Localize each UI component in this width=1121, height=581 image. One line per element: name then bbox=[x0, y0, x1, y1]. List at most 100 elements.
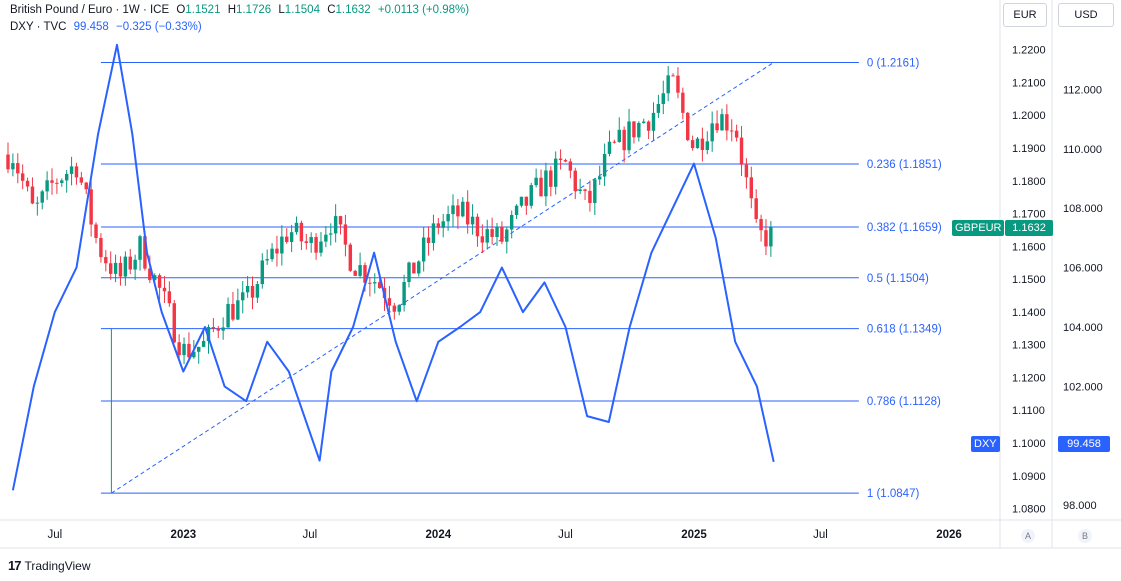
fib-trendline bbox=[111, 62, 774, 494]
fib-level-label: 0.618 (1.1349) bbox=[867, 324, 942, 336]
candle-body bbox=[588, 190, 592, 203]
left-unit-button[interactable]: EUR bbox=[1003, 3, 1047, 27]
candle-body bbox=[661, 93, 665, 104]
time-axis-tick-label: 2025 bbox=[681, 529, 707, 541]
candle-body bbox=[514, 205, 519, 215]
candle-body bbox=[69, 166, 74, 174]
candle-body bbox=[333, 216, 338, 234]
candle-body bbox=[368, 282, 372, 284]
candle-body bbox=[319, 241, 323, 253]
candle-body bbox=[123, 256, 128, 277]
right-axis-tick-label: 98.000 bbox=[1063, 500, 1097, 512]
candle-body bbox=[99, 237, 103, 258]
candle-body bbox=[11, 163, 15, 170]
time-axis-tick-label: Jul bbox=[558, 529, 573, 541]
fib-level-label: 0.5 (1.1504) bbox=[867, 273, 929, 285]
fib-level-label: 0 (1.2161) bbox=[867, 57, 920, 69]
candle-body bbox=[436, 223, 441, 228]
candle-body bbox=[206, 326, 211, 342]
candle-body bbox=[597, 176, 602, 180]
candle-body bbox=[172, 303, 176, 343]
candle-body bbox=[377, 282, 382, 289]
candle-body bbox=[260, 260, 264, 285]
candle-body bbox=[495, 226, 499, 238]
candle-body bbox=[769, 227, 773, 247]
candle-body bbox=[167, 291, 172, 304]
candle-body bbox=[289, 232, 294, 242]
candle-body bbox=[74, 166, 79, 178]
candle-body bbox=[681, 92, 685, 113]
candle-body bbox=[705, 141, 710, 151]
left-axis-tick-label: 1.1900 bbox=[1012, 143, 1046, 155]
candle-body bbox=[676, 75, 680, 93]
candle-body bbox=[632, 121, 636, 138]
candle-body bbox=[133, 259, 137, 270]
candle-body bbox=[421, 237, 426, 262]
candle-body bbox=[563, 160, 568, 162]
candle-body bbox=[593, 179, 597, 203]
candle-body bbox=[470, 216, 475, 225]
candle-body bbox=[686, 112, 690, 141]
candle-body bbox=[343, 224, 348, 245]
gbpeur-label-badge: GBPEUR bbox=[952, 220, 1005, 236]
candle-body bbox=[250, 286, 255, 298]
candle-body bbox=[84, 182, 88, 190]
candle-body bbox=[245, 286, 250, 293]
auto-scale-button[interactable]: A bbox=[1021, 529, 1035, 543]
candle-body bbox=[544, 170, 548, 197]
candle-body bbox=[94, 224, 98, 238]
left-axis-tick-label: 1.1300 bbox=[1012, 340, 1046, 352]
candle-body bbox=[720, 114, 724, 131]
dxy-line bbox=[11, 43, 775, 491]
candle-body bbox=[475, 216, 480, 237]
right-unit-button[interactable]: USD bbox=[1058, 3, 1114, 27]
legend-high: 1.1726 bbox=[236, 4, 272, 16]
right-axis-tick-label: 112.000 bbox=[1063, 84, 1102, 96]
trendline-layer bbox=[110, 62, 774, 494]
log-scale-button[interactable]: B bbox=[1078, 529, 1092, 543]
candle-body bbox=[60, 180, 64, 183]
candle-body bbox=[456, 205, 460, 217]
candle-body bbox=[754, 198, 758, 220]
time-axis-tick-label: 2024 bbox=[426, 529, 452, 541]
candle-body bbox=[79, 177, 84, 183]
candle-body bbox=[622, 129, 626, 151]
legend-dxy-change: −0.325 (−0.33%) bbox=[116, 21, 202, 33]
candle-body bbox=[177, 342, 181, 356]
left-axis-tick-label: 1.1200 bbox=[1012, 372, 1046, 384]
candle-body bbox=[549, 170, 553, 187]
left-axis-tick-label: 1.1400 bbox=[1012, 307, 1046, 319]
legend-change: +0.0113 (+0.98%) bbox=[377, 4, 470, 16]
time-axis-tick-label: Jul bbox=[813, 529, 828, 541]
left-axis-tick-label: 1.1700 bbox=[1012, 209, 1046, 221]
candle-body bbox=[739, 137, 744, 165]
candle-body bbox=[45, 180, 49, 192]
candle-body bbox=[690, 140, 695, 149]
candle-body bbox=[412, 262, 416, 274]
candle-body bbox=[700, 138, 705, 151]
candle-body bbox=[285, 236, 289, 242]
candle-body bbox=[519, 196, 524, 206]
candle-body bbox=[211, 326, 216, 329]
legend-close-label: C bbox=[327, 4, 336, 16]
candle-body bbox=[715, 123, 719, 131]
candle-body bbox=[417, 261, 421, 274]
candle-body bbox=[646, 121, 651, 131]
tradingview-logo[interactable]: 17 TradingView bbox=[8, 558, 91, 573]
candle-body bbox=[500, 226, 504, 242]
candle-body bbox=[558, 158, 563, 161]
left-axis-tick-label: 1.2200 bbox=[1012, 45, 1046, 57]
candle-body bbox=[143, 236, 147, 269]
candle-body bbox=[157, 275, 162, 288]
candle-body bbox=[236, 300, 240, 320]
candle-body bbox=[280, 236, 284, 254]
candle-body bbox=[612, 141, 617, 143]
candle-body bbox=[539, 177, 543, 197]
candle-body bbox=[40, 191, 44, 203]
time-axis-tick-label: 2023 bbox=[171, 529, 197, 541]
legend-open: 1.1521 bbox=[185, 4, 221, 16]
candle-body bbox=[314, 237, 318, 253]
legend-dxy-value: 99.458 bbox=[73, 21, 109, 33]
candle-body bbox=[324, 234, 328, 242]
